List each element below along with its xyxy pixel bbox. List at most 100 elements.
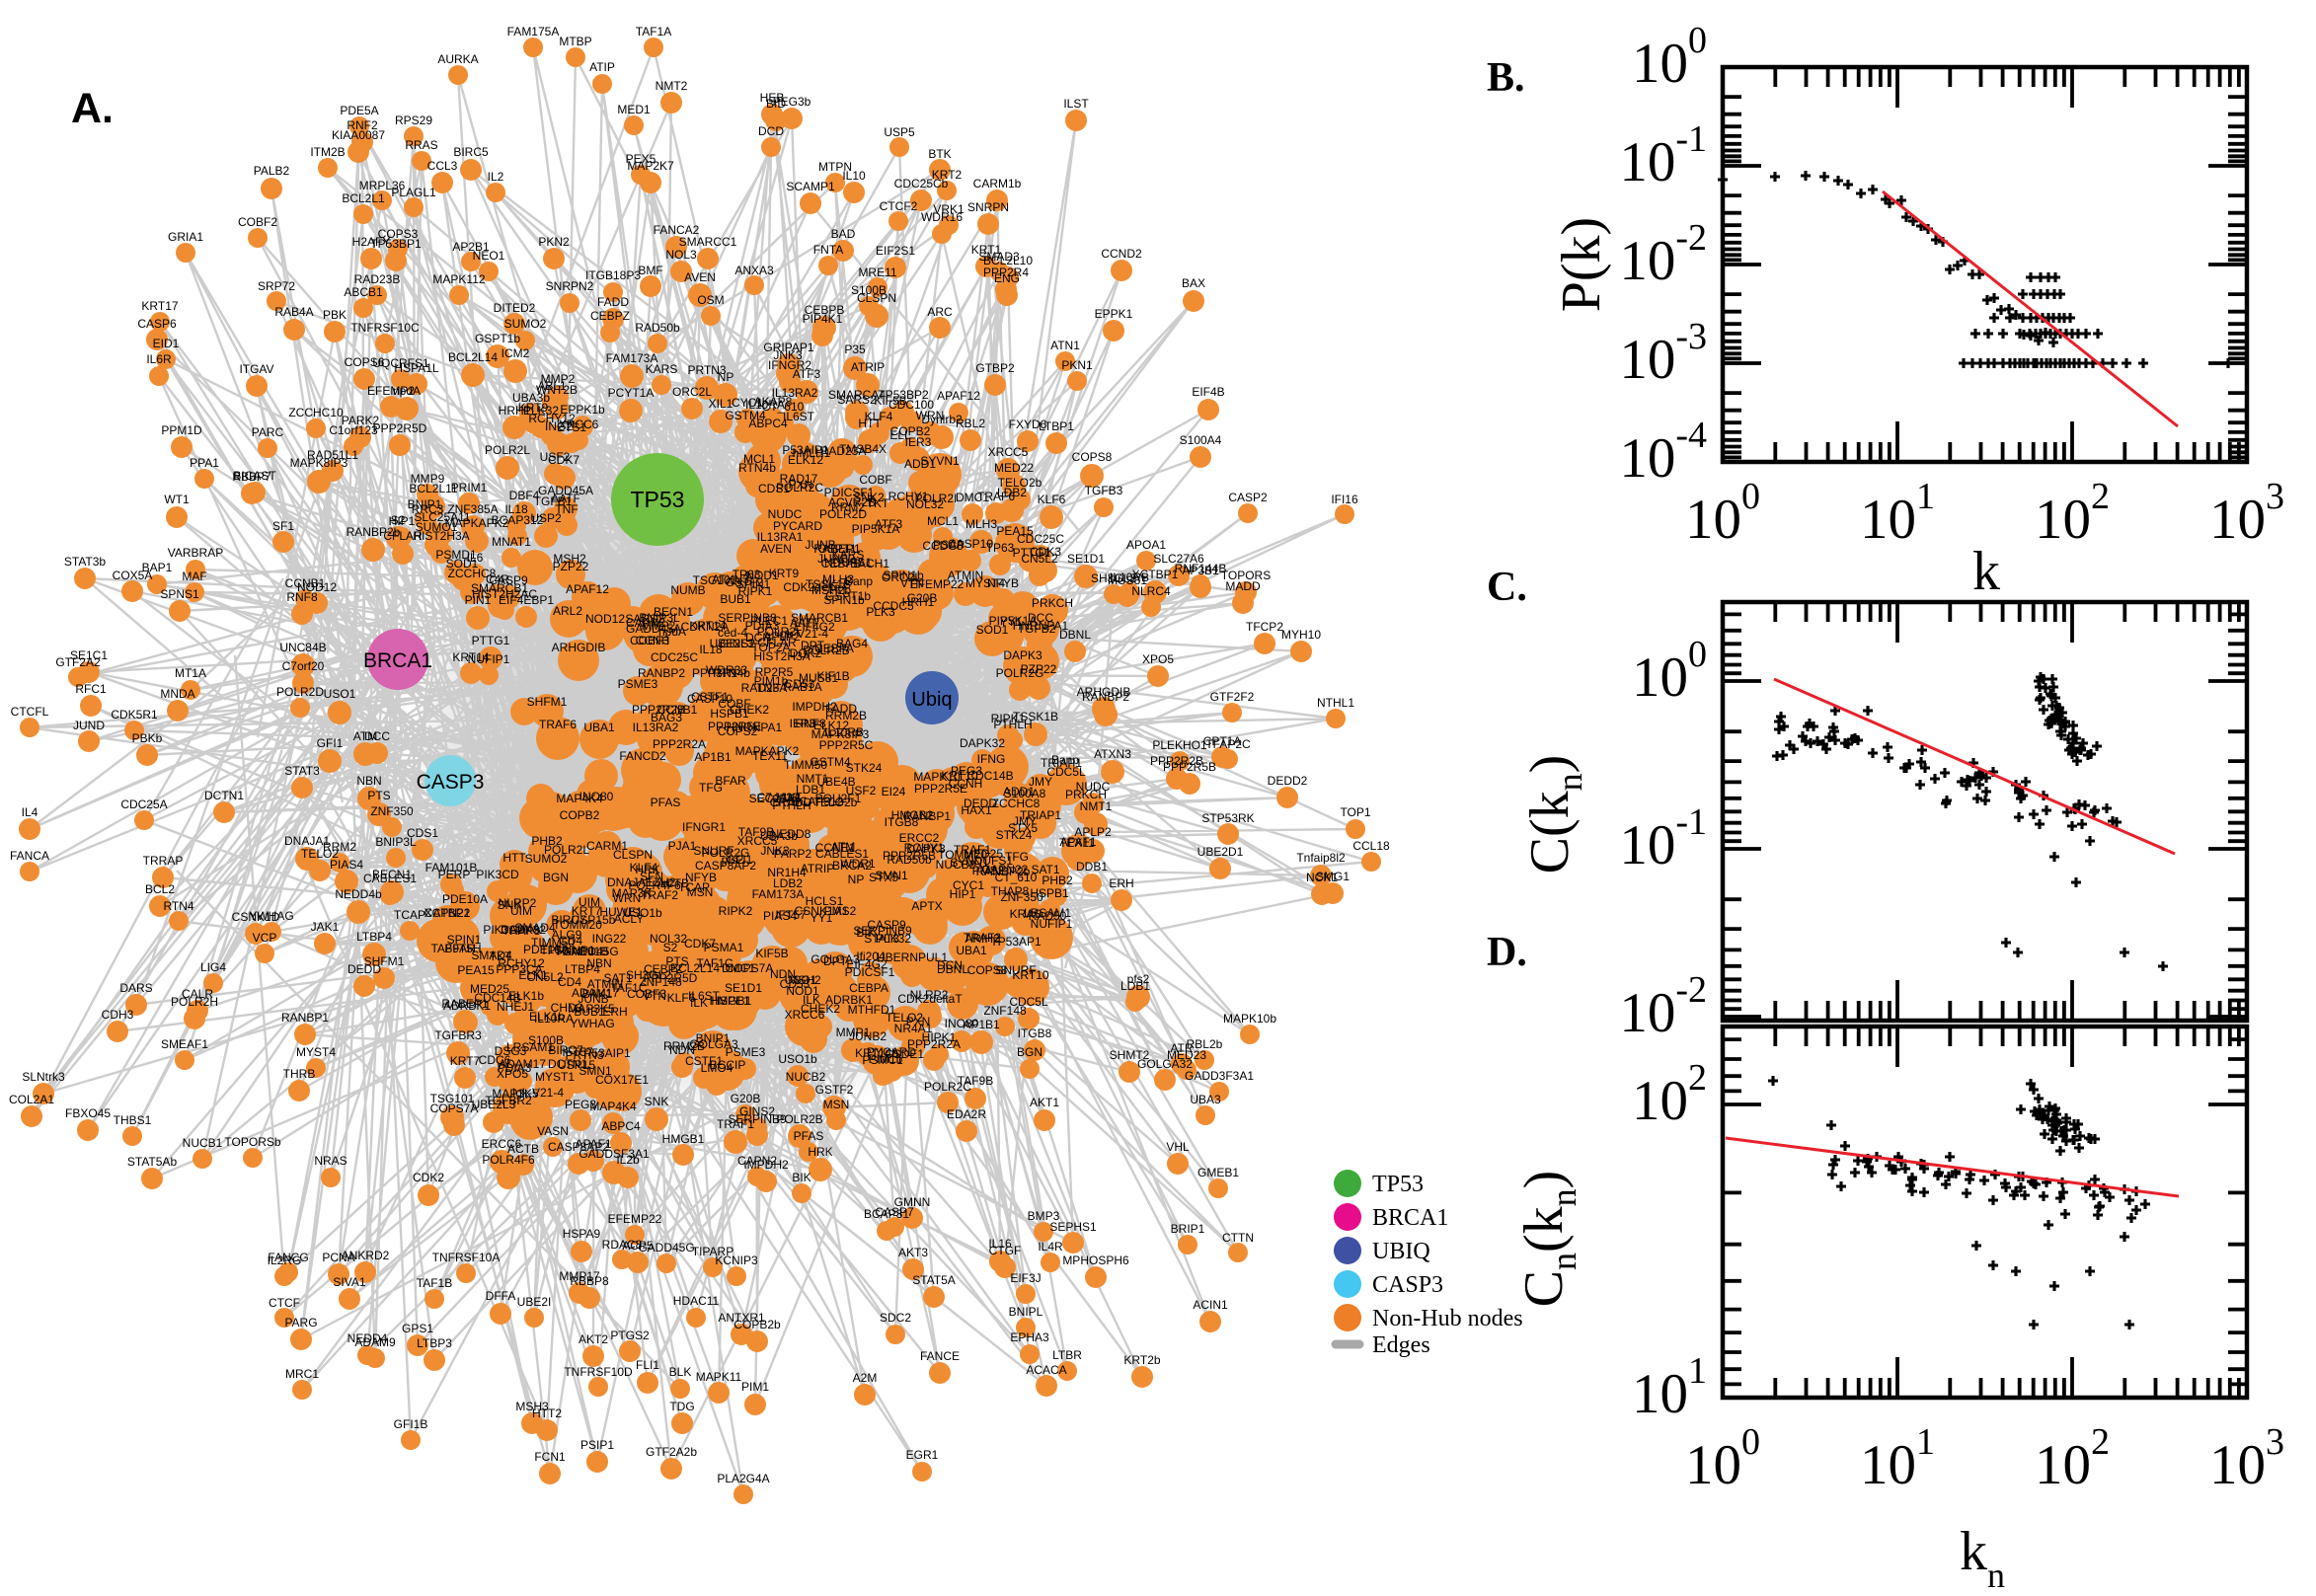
svg-text:MAP4K4: MAP4K4 (556, 792, 603, 805)
svg-text:COPS8: COPS8 (1072, 450, 1113, 464)
svg-text:RNF144B: RNF144B (1175, 562, 1227, 575)
svg-text:AURKA: AURKA (437, 52, 478, 66)
svg-text:LTBR: LTBR (1052, 1348, 1082, 1362)
svg-text:WRN: WRN (613, 891, 642, 905)
svg-text:NDN: NDN (669, 1043, 695, 1057)
svg-text:BFAR: BFAR (444, 942, 476, 955)
svg-text:HNRNPA1: HNRNPA1 (1013, 619, 1069, 633)
svg-text:TRIAP1: TRIAP1 (1041, 756, 1082, 770)
svg-text:COPB2: COPB2 (890, 424, 931, 438)
svg-text:ERH: ERH (1109, 876, 1133, 890)
svg-text:XRCC6: XRCC6 (559, 418, 599, 431)
svg-text:NDUFS1: NDUFS1 (824, 556, 872, 570)
svg-text:IMPDH2: IMPDH2 (743, 1158, 789, 1172)
svg-text:PARG: PARG (284, 1316, 317, 1330)
svg-text:HDAC11: HDAC11 (673, 1294, 720, 1308)
svg-text:SYVN1: SYVN1 (950, 856, 989, 870)
svg-text:PDE10A: PDE10A (442, 892, 488, 906)
svg-text:ATIP: ATIP (589, 60, 615, 74)
svg-text:TFG: TFG (699, 781, 723, 795)
svg-text:GADD45G: GADD45G (638, 1241, 694, 1254)
svg-text:GPS1: GPS1 (402, 1322, 433, 1335)
svg-text:ADD1: ADD1 (904, 457, 936, 471)
svg-text:MRE11: MRE11 (858, 266, 896, 279)
svg-text:TOPORSb: TOPORSb (224, 1135, 280, 1149)
svg-text:APAF12: APAF12 (937, 389, 980, 403)
svg-text:SRP72: SRP72 (258, 279, 295, 293)
svg-text:Edges: Edges (1372, 1332, 1430, 1358)
svg-text:ELK1b: ELK1b (508, 989, 544, 1003)
svg-text:DAPK3: DAPK3 (1003, 648, 1042, 662)
svg-text:SEPHS1: SEPHS1 (1049, 1220, 1097, 1234)
svg-text:P35: P35 (844, 342, 866, 356)
svg-text:DAPK3: DAPK3 (906, 842, 946, 856)
svg-text:CCNH: CCNH (949, 777, 983, 791)
svg-text:TGFB3: TGFB3 (1085, 484, 1123, 497)
svg-text:ACP5: ACP5 (622, 1239, 654, 1253)
svg-text:POLR2C: POLR2C (776, 481, 823, 494)
svg-text:pfs2: pfs2 (1127, 972, 1150, 986)
svg-text:NOL3: NOL3 (665, 248, 697, 262)
svg-text:MT1A: MT1A (175, 666, 206, 680)
svg-text:IL13RA2: IL13RA2 (633, 721, 679, 734)
svg-text:NCK1: NCK1 (1306, 871, 1338, 884)
svg-text:YY1: YY1 (1000, 615, 1023, 629)
svg-text:SMN1: SMN1 (875, 869, 908, 882)
svg-text:COPS3: COPS3 (378, 227, 419, 241)
svg-text:IFT57: IFT57 (562, 1045, 593, 1059)
svg-text:APTX: APTX (911, 899, 942, 913)
svg-text:LDB1: LDB1 (796, 783, 825, 797)
svg-text:RBBP7: RBBP7 (232, 470, 271, 484)
svg-text:CDC25C: CDC25C (651, 650, 698, 664)
svg-text:NUFIP1: NUFIP1 (468, 652, 510, 666)
svg-text:ING22: ING22 (592, 932, 627, 946)
svg-text:npdA: npdA (393, 384, 421, 398)
svg-text:S100B: S100B (851, 283, 887, 297)
svg-text:PXN: PXN (906, 1015, 931, 1028)
svg-text:IFNGR2: IFNGR2 (768, 358, 811, 372)
svg-text:COPS7A: COPS7A (430, 1102, 479, 1115)
svg-text:EIF4EBP1: EIF4EBP1 (499, 593, 554, 607)
svg-text:Banp: Banp (845, 574, 873, 588)
svg-text:AP1B1: AP1B1 (963, 1018, 1000, 1031)
svg-text:USO1b: USO1b (778, 1052, 817, 1066)
svg-text:C1orf123: C1orf123 (329, 423, 378, 437)
svg-text:KCNIP3: KCNIP3 (715, 1254, 758, 1267)
svg-text:CDC5L: CDC5L (1046, 765, 1086, 779)
svg-text:BIRC5: BIRC5 (453, 145, 489, 159)
svg-text:TGFB2: TGFB2 (1018, 622, 1056, 636)
svg-text:HSPA9: HSPA9 (563, 1227, 601, 1241)
svg-text:RFC1: RFC1 (75, 682, 107, 696)
svg-text:Ifi204: Ifi204 (856, 950, 886, 963)
svg-text:BRCA1: BRCA1 (1372, 1205, 1448, 1231)
svg-text:COPB2b: COPB2b (733, 1318, 781, 1331)
svg-text:UBERNPUL1: UBERNPUL1 (877, 950, 948, 964)
svg-text:RCHY12: RCHY12 (528, 412, 576, 425)
svg-text:AKAP8: AKAP8 (754, 395, 793, 409)
svg-text:PPP2R2B: PPP2R2B (1150, 754, 1203, 768)
svg-text:TSG101: TSG101 (430, 1092, 475, 1105)
svg-text:ORC2L: ORC2L (882, 570, 921, 584)
svg-text:NLRP2: NLRP2 (910, 988, 949, 1002)
svg-text:DCTN1: DCTN1 (204, 789, 244, 802)
svg-text:ZCCHC10: ZCCHC10 (288, 406, 344, 419)
svg-text:RANBP2: RANBP2 (1082, 690, 1129, 704)
svg-text:COBF2: COBF2 (238, 215, 277, 229)
svg-text:ANKRD2: ANKRD2 (342, 1249, 390, 1262)
svg-text:TNFRSF10D: TNFRSF10D (564, 1365, 633, 1379)
svg-text:MTPN: MTPN (818, 160, 852, 174)
svg-text:ICM2: ICM2 (502, 346, 530, 360)
svg-text:SPNS1: SPNS1 (160, 587, 199, 601)
svg-text:BCL2: BCL2 (145, 882, 175, 896)
svg-text:CHEK2: CHEK2 (801, 1002, 840, 1016)
svg-text:ABPC4: ABPC4 (601, 1119, 641, 1133)
svg-text:FNTA: FNTA (813, 243, 843, 257)
svg-text:NUCB2: NUCB2 (786, 1070, 826, 1084)
svg-text:ITGB8: ITGB8 (885, 815, 919, 829)
svg-text:FAM101B: FAM101B (425, 861, 478, 874)
svg-text:DCC: DCC (364, 729, 390, 743)
svg-text:S100A4: S100A4 (1180, 433, 1222, 447)
svg-text:COBF: COBF (859, 473, 891, 487)
svg-text:IL4: IL4 (22, 805, 39, 819)
svg-text:CCNB1: CCNB1 (285, 576, 326, 590)
